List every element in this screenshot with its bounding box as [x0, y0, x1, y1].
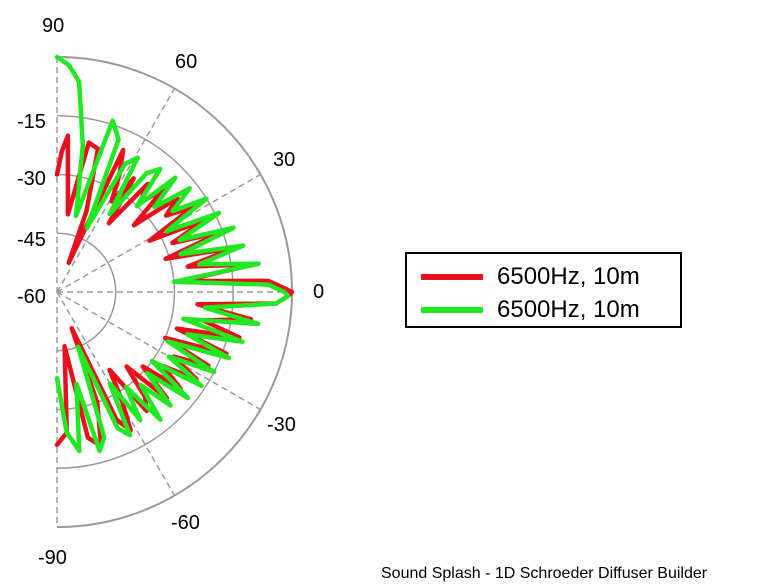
radial-tick-minus-15: -15 [17, 111, 46, 133]
grid-spoke [56, 173, 261, 293]
legend-swatch-green [421, 307, 483, 313]
grid-spoke [56, 291, 261, 411]
grid-spoke [56, 291, 176, 496]
legend-label-green: 6500Hz, 10m [497, 296, 640, 323]
legend-item-red: 6500Hz, 10m [421, 262, 640, 292]
radial-tick-minus-60: -60 [17, 286, 46, 308]
series-line-green [54, 54, 291, 454]
radial-tick-minus-45: -45 [17, 229, 46, 251]
legend-swatch-red [421, 274, 483, 280]
axis-labels: 90 60 30 0 -30 -60 -90 -15 -30 -45 -60 [17, 15, 324, 569]
series-layer [54, 54, 295, 454]
angle-tick-60: 60 [175, 51, 197, 73]
legend-item-green: 6500Hz, 10m [421, 295, 640, 325]
series-line-red [54, 133, 295, 449]
angle-tick-30: 30 [273, 149, 295, 171]
grid-ring [56, 115, 234, 469]
angle-tick-minus-90: -90 [38, 547, 67, 569]
polar-grid [56, 56, 293, 528]
angle-tick-0: 0 [313, 281, 324, 303]
legend: 6500Hz, 10m 6500Hz, 10m [405, 252, 682, 328]
footer-caption: Sound Splash - 1D Schroeder Diffuser Bui… [381, 565, 708, 582]
angle-tick-minus-30: -30 [267, 414, 296, 436]
radial-tick-minus-30: -30 [17, 168, 46, 190]
angle-tick-90: 90 [42, 15, 64, 37]
grid-spoke [56, 88, 176, 293]
legend-label-red: 6500Hz, 10m [497, 263, 640, 290]
angle-tick-minus-60: -60 [171, 512, 200, 534]
grid-ring [56, 232, 117, 352]
